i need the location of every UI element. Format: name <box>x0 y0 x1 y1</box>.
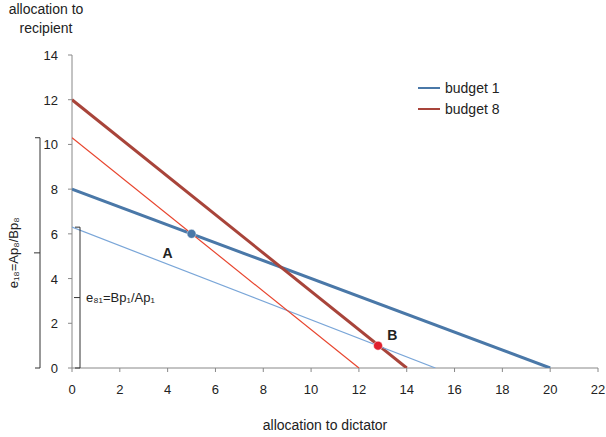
x-tick-label: 22 <box>591 382 605 397</box>
y-tick <box>68 189 72 190</box>
y-tick-label: 2 <box>51 316 58 331</box>
point-label: B <box>387 327 397 343</box>
x-tick-label: 20 <box>543 382 557 397</box>
parallel-line <box>72 227 435 368</box>
x-tick-label: 10 <box>304 382 318 397</box>
y-axis-title-line: recipient <box>20 20 73 36</box>
y-tick <box>68 144 72 145</box>
y-axis-title: allocation to recipient <box>9 1 84 36</box>
point <box>187 229 196 238</box>
x-tick <box>406 368 407 372</box>
y-tick-label: 8 <box>51 182 58 197</box>
y-tick <box>68 99 72 100</box>
x-tick-label: 8 <box>260 382 267 397</box>
y-tick <box>68 323 72 324</box>
y-tick-label: 10 <box>44 137 58 152</box>
bracket-label: e₈₁=Bp₁/Ap₁ <box>86 290 155 305</box>
x-tick-label: 6 <box>212 382 219 397</box>
y-tick <box>68 278 72 279</box>
x-tick <box>72 368 73 372</box>
y-axis <box>72 55 73 368</box>
legend-swatch <box>418 108 440 110</box>
legend-label: budget 1 <box>445 80 500 96</box>
y-tick-label: 14 <box>44 48 58 63</box>
bracket <box>74 227 80 368</box>
legend-label: budget 8 <box>445 101 500 117</box>
x-tick <box>119 368 120 372</box>
x-tick <box>598 368 599 372</box>
x-tick <box>263 368 264 372</box>
legend-swatch <box>418 87 440 89</box>
y-tick-label: 6 <box>51 227 58 242</box>
x-tick-label: 0 <box>68 382 75 397</box>
x-tick-label: 18 <box>495 382 509 397</box>
budget-line <box>72 100 407 368</box>
x-axis-title: allocation to dictator <box>263 417 388 433</box>
x-tick <box>215 368 216 372</box>
x-tick <box>311 368 312 372</box>
x-tick-label: 14 <box>399 382 413 397</box>
x-tick-label: 16 <box>447 382 461 397</box>
x-axis <box>72 368 598 369</box>
x-tick <box>167 368 168 372</box>
x-tick-label: 12 <box>352 382 366 397</box>
budget-line <box>72 189 550 368</box>
x-tick <box>358 368 359 372</box>
bracket <box>34 138 40 368</box>
bracket-label: e₁₈=Ap₈/Bp₈ <box>6 217 21 288</box>
chart: 0 2 4 6 8 10 12 14 16 18 20 22 0 2 4 6 8 10 12 14 allocation… <box>0 0 606 437</box>
x-tick <box>550 368 551 372</box>
point <box>374 341 383 350</box>
plot-area <box>72 100 550 368</box>
y-axis-title-line: allocation to <box>9 1 84 17</box>
x-tick <box>502 368 503 372</box>
x-tick <box>454 368 455 372</box>
y-tick-label: 12 <box>44 93 58 108</box>
x-tick-label: 4 <box>164 382 171 397</box>
parallel-line <box>72 138 359 368</box>
y-tick-label: 0 <box>51 361 58 376</box>
y-tick <box>68 55 72 56</box>
x-tick-label: 2 <box>116 382 123 397</box>
y-tick <box>68 368 72 369</box>
point-label: A <box>163 245 173 261</box>
y-tick-label: 4 <box>51 272 58 287</box>
y-tick <box>68 233 72 234</box>
